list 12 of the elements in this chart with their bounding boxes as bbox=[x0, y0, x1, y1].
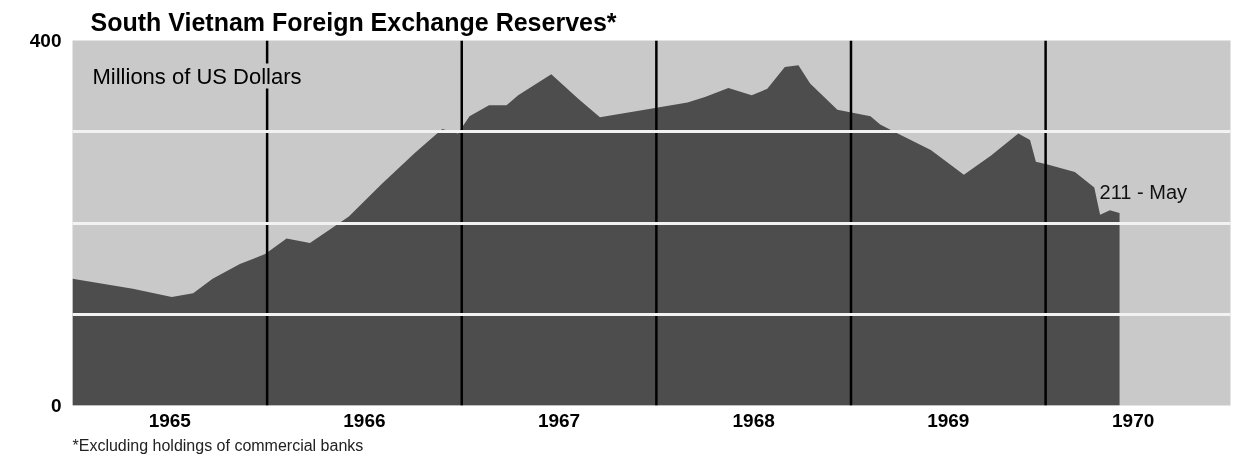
annotation: 211 - May bbox=[1099, 180, 1188, 203]
y-tick-label: 400 bbox=[29, 30, 62, 51]
x-tick-label: 1967 bbox=[537, 409, 581, 431]
y-axis-title: Millions of US Dollars bbox=[92, 63, 302, 89]
x-tick-label: 1970 bbox=[1112, 409, 1155, 431]
y-tick-label: 0 bbox=[50, 395, 62, 416]
x-tick-label: 1968 bbox=[732, 409, 775, 431]
chart-title: South Vietnam Foreign Exchange Reserves* bbox=[90, 7, 617, 36]
x-tick-label: 1965 bbox=[148, 409, 192, 431]
text: *Excluding holdings of commercial banks bbox=[72, 436, 364, 454]
x-tick-label: 1966 bbox=[343, 409, 386, 431]
x-tick-label: 1969 bbox=[927, 409, 970, 431]
